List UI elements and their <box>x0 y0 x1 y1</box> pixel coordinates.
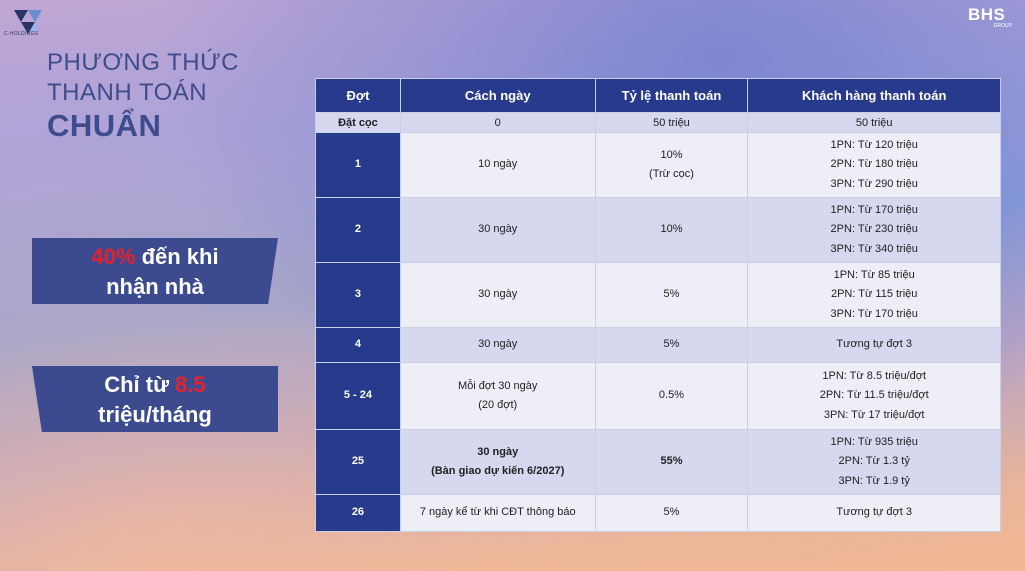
header-stage: Đợt <box>315 78 401 113</box>
ratio-cell-line: 5% <box>663 506 680 519</box>
table-row: 25 30 ngày (Bàn giao dự kiến 6/2027) 55% 1PN… <box>315 429 1001 495</box>
stage-cell: 1 <box>315 132 401 198</box>
deposit-ratio: 50 triệu <box>594 112 749 133</box>
stage-cell: 4 <box>315 327 401 363</box>
ratio-cell-line: 0.5% <box>658 389 684 402</box>
customer-cell-line: 2PN: Từ 115 triệu <box>830 288 918 301</box>
callout-forty-percent: 40% đến khi nhận nhà <box>32 238 278 304</box>
customer-cell-line: Tương tự đợt 3 <box>836 506 912 519</box>
days-cell-line: 10 ngày <box>478 158 518 171</box>
customer-cell-line: 1PN: Từ 85 triệu <box>833 268 915 281</box>
c-holdings-logo <box>14 10 42 34</box>
heading-line-3: CHUẨN <box>47 108 162 143</box>
callout-2-highlight: 8.5 <box>175 372 206 397</box>
ratio-cell-line: (Trừ cọc) <box>649 168 694 180</box>
deposit-label: Đặt cọc <box>315 112 401 133</box>
days-cell: 30 ngày <box>399 327 596 363</box>
ratio-cell: 5% <box>594 494 749 532</box>
table-row: 1 10 ngày 10% (Trừ cọc) 1PN: Từ 120 triệu 2PN… <box>315 132 1001 198</box>
page-heading: PHƯƠNG THỨC THANH TOÁN CHUẨN <box>47 48 239 144</box>
days-cell: 30 ngày (Bàn giao dự kiến 6/2027) <box>399 429 596 495</box>
deposit-customer: 50 triệu <box>747 112 1001 133</box>
bhs-logo-main: BHS <box>968 5 1006 24</box>
customer-cell-line: 3PN: Từ 1.9 tỷ <box>838 474 910 487</box>
stage-cell: 26 <box>315 494 401 532</box>
ratio-cell: 5% <box>594 327 749 363</box>
table-row: 3 30 ngày 5% 1PN: Từ 85 triệu 2PN: Từ 115 tr… <box>315 262 1001 328</box>
header-customer: Khách hàng thanh toán <box>747 78 1001 113</box>
table-row: 4 30 ngày 5% Tương tự đợt 3 <box>315 327 1001 363</box>
table-row: 26 7 ngày kể từ khi CĐT thông báo 5% Tương … <box>315 494 1001 532</box>
customer-cell-line: 3PN: Từ 290 triệu <box>830 177 918 190</box>
stage-cell: 25 <box>315 429 401 495</box>
header-ratio: Tỷ lệ thanh toán <box>594 78 749 113</box>
callout-monthly-price: Chỉ từ 8.5 triệu/tháng <box>32 366 278 432</box>
customer-cell-line: 2PN: Từ 180 triệu <box>830 158 918 171</box>
c-holdings-logo-text: C-HOLDINGS <box>4 31 39 37</box>
customer-cell-line: 2PN: Từ 230 triệu <box>830 223 918 236</box>
ratio-cell-line: 10% <box>660 223 683 236</box>
customer-cell: Tương tự đợt 3 <box>747 494 1001 532</box>
ratio-cell: 10% <box>594 197 749 263</box>
days-cell-line: 7 ngày kể từ khi CĐT thông báo <box>419 506 576 519</box>
ratio-cell: 5% <box>594 262 749 328</box>
days-cell-line: 30 ngày <box>478 223 518 236</box>
table-row: 2 30 ngày 10% 1PN: Từ 170 triệu 2PN: Từ 230 … <box>315 197 1001 263</box>
bhs-logo: BHS GROUP <box>968 6 1016 29</box>
customer-cell-line: 3PN: Từ 340 triệu <box>830 242 918 255</box>
ratio-cell-line: 5% <box>663 288 680 301</box>
callout-1-text-1: đến khi <box>135 244 219 269</box>
stage-cell: 5 - 24 <box>315 362 401 430</box>
customer-cell-line: 3PN: Từ 170 triệu <box>830 307 918 320</box>
days-cell: 7 ngày kể từ khi CĐT thông báo <box>399 494 596 532</box>
days-cell: 10 ngày <box>399 132 596 198</box>
ratio-cell-line: 55% <box>660 455 683 468</box>
customer-cell: 1PN: Từ 935 triệu 2PN: Từ 1.3 tỷ 3PN: Từ 1… <box>747 429 1001 495</box>
customer-cell: 1PN: Từ 8.5 triệu/đợt 2PN: Từ 11.5 triệu/… <box>747 362 1001 430</box>
deposit-row: Đặt cọc 0 50 triệu 50 triệu <box>315 112 1001 133</box>
customer-cell: 1PN: Từ 170 triệu 2PN: Từ 230 triệu 3PN: T… <box>747 197 1001 263</box>
days-cell: 30 ngày <box>399 197 596 263</box>
stage-cell: 3 <box>315 262 401 328</box>
days-cell-line: Mỗi đợt 30 ngày <box>458 379 538 392</box>
deposit-days: 0 <box>399 112 596 133</box>
days-cell-line: 30 ngày <box>478 338 518 351</box>
days-cell: 30 ngày <box>399 262 596 328</box>
days-cell-line: 30 ngày <box>477 445 519 458</box>
ratio-cell: 10% (Trừ cọc) <box>594 132 749 198</box>
days-cell-line: (20 đợt) <box>478 399 518 411</box>
table-header-row: Đợt Cách ngày Tỷ lệ thanh toán Khách hàn… <box>315 78 1001 113</box>
customer-cell-line: 2PN: Từ 1.3 tỷ <box>838 455 910 468</box>
days-cell-line: (Bàn giao dự kiến 6/2027) <box>431 465 565 477</box>
header-days: Cách ngày <box>399 78 596 113</box>
ratio-cell-line: 5% <box>663 338 680 351</box>
days-cell: Mỗi đợt 30 ngày (20 đợt) <box>399 362 596 430</box>
customer-cell-line: 1PN: Từ 120 triệu <box>830 138 918 151</box>
customer-cell-line: 1PN: Từ 935 triệu <box>830 435 918 448</box>
callout-2-text-2: triệu/tháng <box>98 402 212 427</box>
payment-schedule-table: Đợt Cách ngày Tỷ lệ thanh toán Khách hàn… <box>315 78 1001 532</box>
table-row: 5 - 24 Mỗi đợt 30 ngày (20 đợt) 0.5% 1PN: Từ… <box>315 362 1001 430</box>
bhs-logo-sub: GROUP <box>993 23 1012 29</box>
customer-cell: 1PN: Từ 85 triệu 2PN: Từ 115 triệu 3PN: Từ… <box>747 262 1001 328</box>
stage-cell: 2 <box>315 197 401 263</box>
days-cell-line: 30 ngày <box>478 288 518 301</box>
customer-cell-line: 3PN: Từ 17 triệu/đợt <box>823 408 925 421</box>
heading-line-1: PHƯƠNG THỨC <box>47 49 239 76</box>
ratio-cell-line: 10% <box>660 148 683 161</box>
callout-1-highlight: 40% <box>91 244 136 269</box>
customer-cell-line: 2PN: Từ 11.5 triệu/đợt <box>819 389 929 402</box>
customer-cell-line: 1PN: Từ 8.5 triệu/đợt <box>822 369 926 382</box>
ratio-cell: 55% <box>594 429 749 495</box>
callout-1-text-2: nhận nhà <box>106 274 204 299</box>
ratio-cell: 0.5% <box>594 362 749 430</box>
customer-cell-line: 1PN: Từ 170 triệu <box>830 203 918 216</box>
callout-2-text-1: Chỉ từ <box>104 372 176 397</box>
customer-cell: 1PN: Từ 120 triệu 2PN: Từ 180 triệu 3PN: T… <box>747 132 1001 198</box>
customer-cell-line: Tương tự đợt 3 <box>836 338 912 351</box>
heading-line-2: THANH TOÁN <box>47 79 208 106</box>
customer-cell: Tương tự đợt 3 <box>747 327 1001 363</box>
